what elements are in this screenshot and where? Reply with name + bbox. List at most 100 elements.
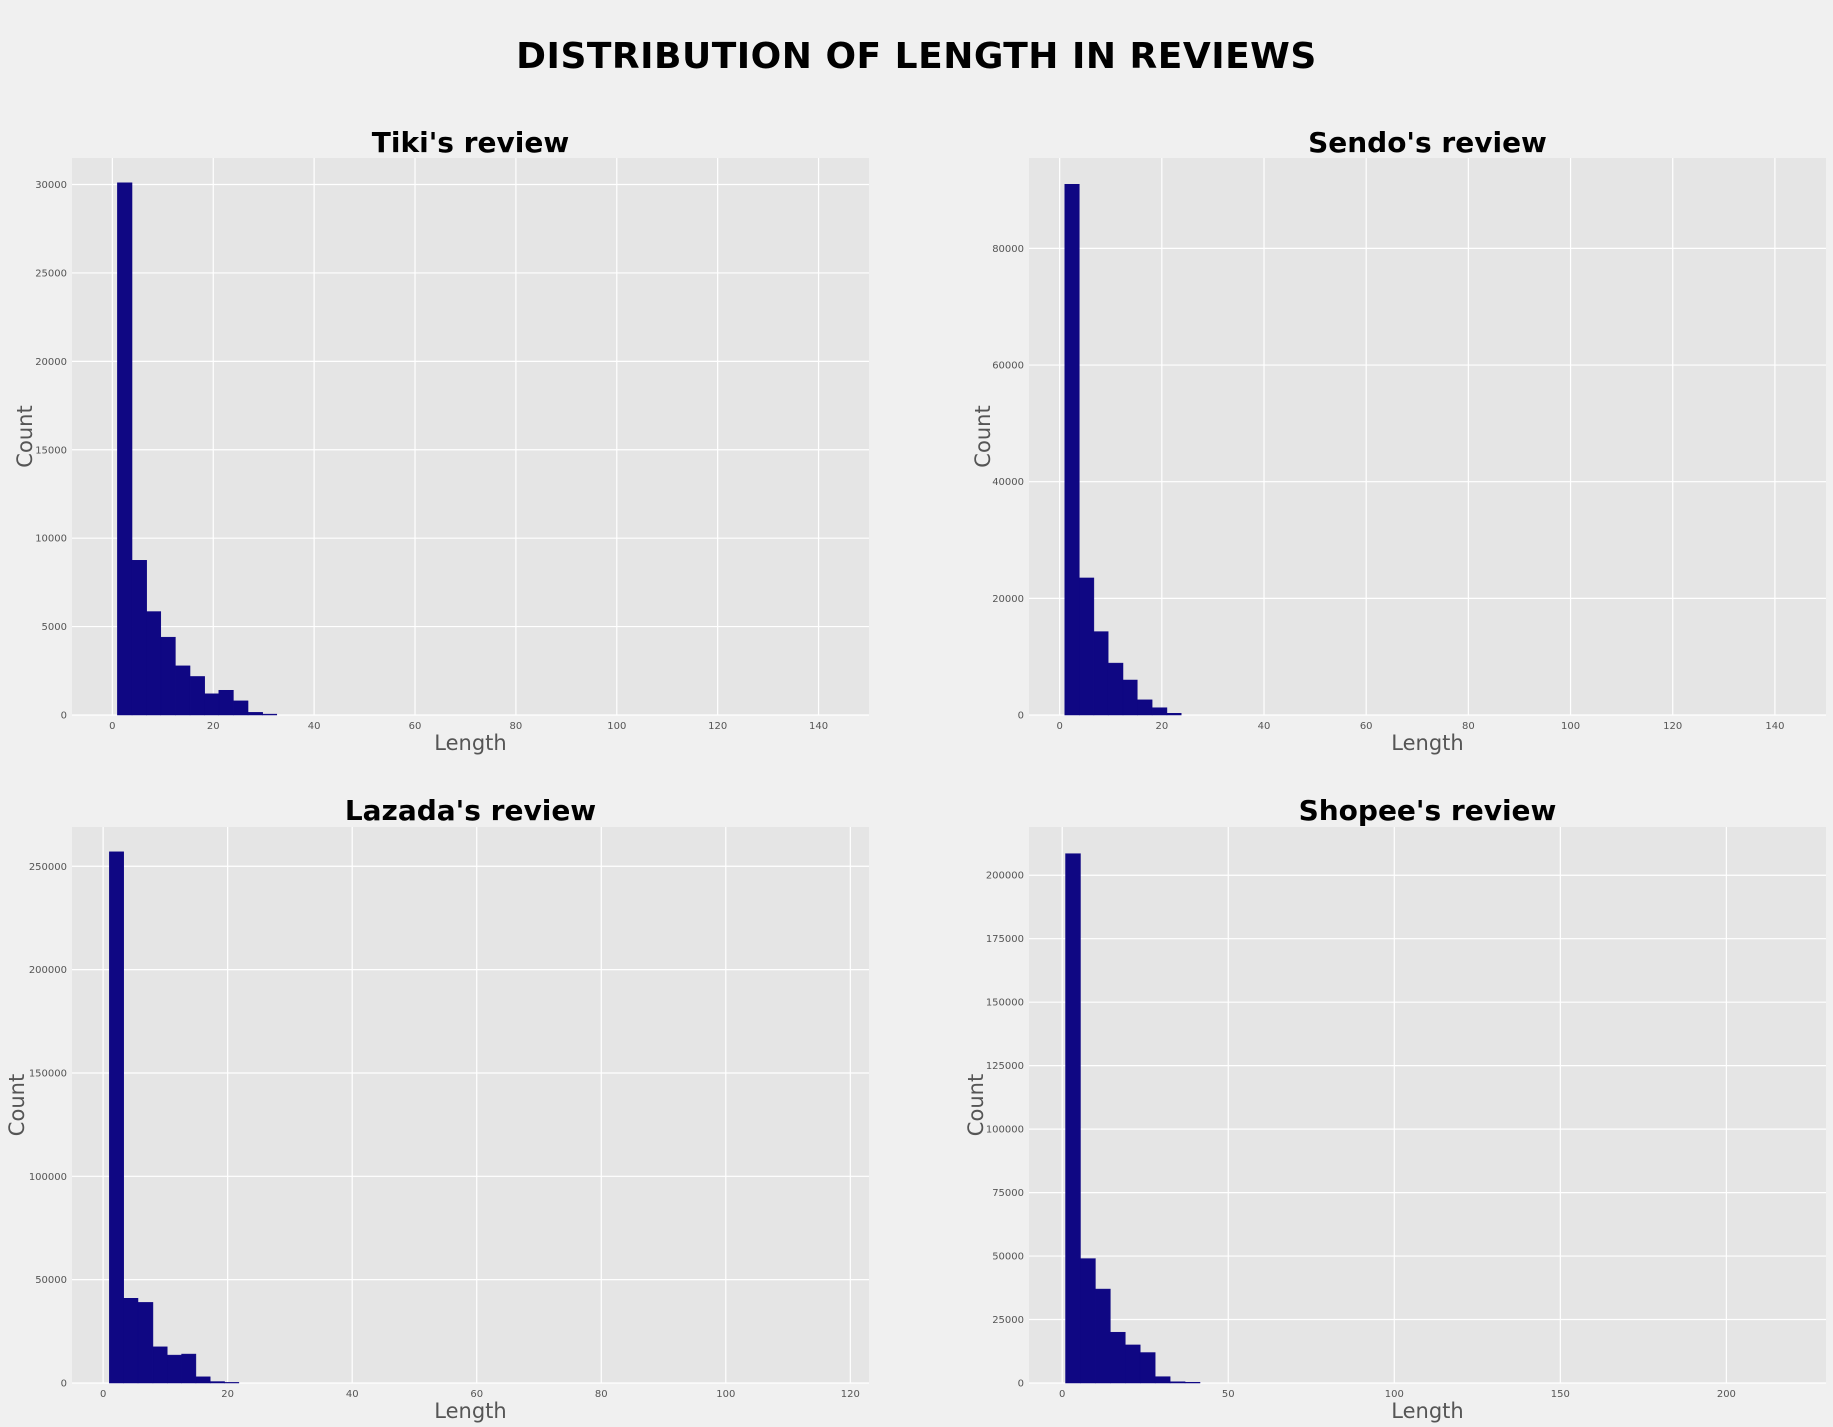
histogram-bar [1169,1381,1186,1384]
histogram-bar [189,676,205,716]
histogram-bar [181,1353,197,1384]
plot-area [1029,827,1826,1383]
y-axis-label: Count [5,1074,29,1136]
histogram-bar [131,560,147,716]
x-tick-label: 100 [607,721,626,732]
histogram-bar [1064,183,1080,716]
x-axis-label: Length [1391,1399,1463,1423]
histogram-bar [167,1354,182,1384]
x-tick-label: 0 [1056,721,1062,732]
histogram-bar [146,611,162,716]
y-tick-label: 0 [61,711,67,722]
x-tick-label: 80 [510,721,523,732]
y-tick-label: 80000 [992,244,1024,255]
subplot-2: 0 20 40 60 80 100 120 0 50000 100000 150000 200000 2… [5,794,869,1423]
subplot-title: Shopee's review [1299,794,1557,827]
x-tick-label: 100 [716,1389,735,1400]
histogram-bar [1095,1288,1111,1384]
histogram-bar [224,1382,240,1384]
x-tick-label: 20 [1155,721,1168,732]
y-tick-label: 50000 [992,1252,1024,1263]
x-axis-label: Length [434,1399,506,1423]
y-tick-label: 250000 [29,862,67,873]
x-tick-label: 100 [1561,721,1580,732]
y-axis-label: Count [13,405,37,467]
x-tick-label: 150 [1551,1389,1570,1400]
x-tick-label: 40 [308,721,321,732]
y-axis-label: Count [971,405,995,467]
y-tick-label: 25000 [35,268,67,279]
histogram-bar [1184,1381,1201,1384]
histogram-bar [1125,1344,1141,1384]
x-tick-label: 120 [1663,721,1682,732]
histogram-bar [137,1302,154,1384]
y-tick-label: 20000 [992,594,1024,605]
histogram-bar [1122,679,1138,716]
x-tick-label: 140 [809,721,828,732]
x-tick-label: 50 [1222,1389,1235,1400]
histogram-bar [1080,1258,1096,1384]
histogram-bar [218,689,234,716]
histogram-bar [1139,1352,1156,1384]
x-tick-label: 200 [1717,1389,1736,1400]
subplot-title: Lazada's review [345,794,596,827]
y-tick-label: 50000 [35,1275,67,1286]
histogram-bar [109,851,124,1384]
y-tick-label: 30000 [35,180,67,191]
x-axis-label: Length [434,731,506,755]
y-tick-label: 40000 [992,477,1024,488]
histogram-bar [1107,662,1124,716]
y-tick-label: 75000 [992,1188,1024,1199]
x-tick-label: 120 [841,1389,860,1400]
y-axis-label: Count [964,1074,988,1136]
y-tick-label: 25000 [992,1315,1024,1326]
histogram-bar [1137,699,1153,716]
y-tick-label: 15000 [35,445,67,456]
y-tick-label: 0 [61,1379,67,1390]
histogram-bar [1110,1331,1126,1384]
y-tick-label: 100000 [29,1172,67,1183]
subplot-1: 0 20 40 60 80 100 120 140 0 20000 40000 60000 80000 S… [971,126,1826,755]
x-tick-label: 20 [207,721,220,732]
histogram-bar [1065,853,1081,1384]
x-tick-label: 80 [1462,721,1475,732]
x-tick-label: 40 [346,1389,359,1400]
y-tick-label: 150000 [986,998,1024,1009]
histogram-bar [117,182,133,716]
y-tick-label: 200000 [29,965,67,976]
histogram-bar [209,1381,225,1384]
plot-area [1029,158,1826,715]
y-tick-label: 125000 [986,1061,1024,1072]
x-tick-label: 0 [100,1389,106,1400]
histogram-bar [247,712,263,716]
x-tick-label: 0 [109,721,115,732]
histogram-bar [1151,707,1168,716]
histogram-bar [233,700,249,716]
y-tick-label: 60000 [992,361,1024,372]
x-tick-label: 120 [708,721,727,732]
subplot-title: Tiki's review [372,126,569,159]
subplot-0: 0 20 40 60 80 100 120 140 0 5000 10000 15000 20000 25… [13,126,869,755]
histogram-bar [195,1376,211,1384]
x-tick-label: 100 [1385,1389,1404,1400]
plot-area [72,827,869,1383]
histogram-bar [175,665,191,716]
x-axis-label: Length [1391,731,1463,755]
plot-area [72,158,869,715]
histogram-bar [204,693,220,716]
histogram-bar [1154,1376,1171,1384]
histogram-bar [160,636,176,716]
histogram-bar [123,1298,139,1384]
histogram-bar [262,713,278,716]
x-tick-label: 40 [1258,721,1271,732]
x-tick-label: 60 [470,1389,483,1400]
y-tick-label: 10000 [35,534,67,545]
histogram-bar [1166,713,1182,716]
y-tick-label: 150000 [29,1068,67,1079]
y-tick-label: 0 [1018,1379,1024,1390]
x-tick-label: 60 [409,721,422,732]
y-tick-label: 0 [1018,711,1024,722]
x-tick-label: 0 [1059,1389,1065,1400]
histogram-bar [1093,631,1109,716]
